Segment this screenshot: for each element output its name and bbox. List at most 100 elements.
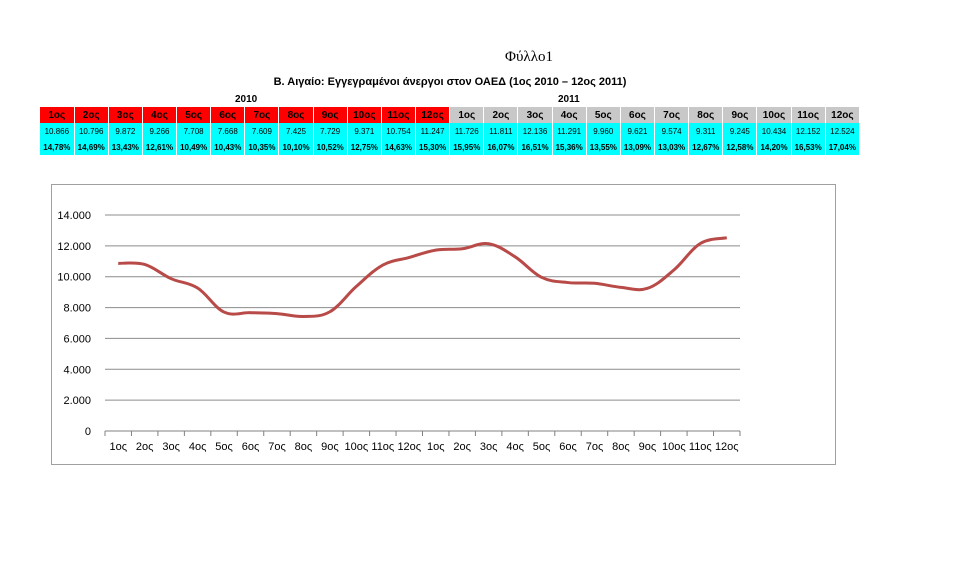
- month-header-cell[interactable]: 3ος: [517, 107, 553, 123]
- chart-area[interactable]: 0 2.000 4.000 6.000 8.000 10.000 12.000 14.000 …: [51, 184, 836, 465]
- x-tick-label: 1ος: [109, 441, 127, 453]
- percentage-cell[interactable]: 12,75%: [347, 139, 382, 155]
- percentage-cell[interactable]: 10,49%: [176, 139, 212, 155]
- value-cell[interactable]: 12.136: [517, 123, 553, 139]
- month-header-cell[interactable]: 1ος: [449, 107, 485, 123]
- month-header-cell[interactable]: 10ος: [347, 107, 382, 123]
- line-chart: 02.0004.0006.0008.00010.00012.00014.000 …: [57, 210, 741, 453]
- value-cell[interactable]: 9.245: [722, 123, 758, 139]
- months-row: 1ος 2ος 3ος 4ος 5ος 6ος 7ος 8ος 9ος 10ος 11ος 12ος 1…: [40, 107, 861, 123]
- sheet-title: Φύλλο1: [505, 49, 553, 65]
- x-tick-label: 12ος: [397, 441, 421, 453]
- x-tick-label: 4ος: [506, 441, 524, 453]
- month-header-cell[interactable]: 9ος: [722, 107, 758, 123]
- data-table: 1ος 2ος 3ος 4ος 5ος 6ος 7ος 8ος 9ος 10ος 11ος 12ος 1…: [40, 107, 861, 155]
- year-2011-label: 2011: [558, 94, 580, 105]
- value-cell[interactable]: 10.796: [74, 123, 109, 139]
- month-header-cell[interactable]: 4ος: [552, 107, 587, 123]
- percentage-cell[interactable]: 10,35%: [244, 139, 280, 155]
- percentage-cell[interactable]: 13,03%: [654, 139, 690, 155]
- x-tick-label: 10ος: [662, 441, 686, 453]
- value-cell[interactable]: 9.266: [142, 123, 178, 139]
- x-tick-label: 5ος: [215, 441, 233, 453]
- month-header-cell[interactable]: 11ος: [381, 107, 417, 123]
- percentage-cell[interactable]: 16,07%: [483, 139, 519, 155]
- value-cell[interactable]: 11.291: [552, 123, 587, 139]
- percentage-cell[interactable]: 17,04%: [825, 139, 861, 155]
- month-header-cell[interactable]: 5ος: [586, 107, 621, 123]
- value-cell[interactable]: 11.247: [415, 123, 451, 139]
- percentage-cell[interactable]: 15,95%: [449, 139, 485, 155]
- percentage-cell[interactable]: 15,30%: [415, 139, 451, 155]
- value-cell[interactable]: 7.609: [244, 123, 280, 139]
- x-tick-label: 5ος: [533, 441, 551, 453]
- y-tick-label: 2.000: [63, 395, 91, 407]
- y-tick-label: 0: [85, 426, 91, 438]
- month-header-cell[interactable]: 5ος: [176, 107, 212, 123]
- percentage-cell[interactable]: 12,61%: [142, 139, 178, 155]
- percentage-cell[interactable]: 13,43%: [108, 139, 143, 155]
- month-header-cell[interactable]: 3ος: [108, 107, 143, 123]
- percentage-cell[interactable]: 14,63%: [381, 139, 417, 155]
- month-header-cell[interactable]: 10ος: [756, 107, 792, 123]
- month-header-cell[interactable]: 7ος: [244, 107, 280, 123]
- month-header-cell[interactable]: 7ος: [654, 107, 690, 123]
- x-tick-label: 3ος: [480, 441, 498, 453]
- percentage-cell[interactable]: 16,51%: [517, 139, 553, 155]
- series-line: [118, 236, 728, 318]
- value-cell[interactable]: 7.708: [176, 123, 212, 139]
- value-cell[interactable]: 10.434: [756, 123, 792, 139]
- value-cell[interactable]: 12.152: [791, 123, 826, 139]
- y-tick-label: 6.000: [63, 333, 91, 345]
- value-cell[interactable]: 9.621: [620, 123, 656, 139]
- value-cell[interactable]: 7.425: [278, 123, 314, 139]
- value-cell[interactable]: 9.371: [347, 123, 382, 139]
- percentage-cell[interactable]: 10,10%: [278, 139, 314, 155]
- value-cell[interactable]: 10.754: [381, 123, 417, 139]
- value-cell[interactable]: 12.524: [825, 123, 861, 139]
- month-header-cell[interactable]: 12ος: [825, 107, 861, 123]
- percentage-cell[interactable]: 13,55%: [586, 139, 621, 155]
- month-header-cell[interactable]: 9ος: [313, 107, 348, 123]
- value-cell[interactable]: 10.866: [40, 123, 75, 139]
- percentage-cell[interactable]: 10,52%: [313, 139, 348, 155]
- y-axis-labels: 0 2.000 4.000 6.000 8.000 10.000 12.000 14.000: [57, 210, 91, 438]
- value-cell[interactable]: 9.574: [654, 123, 690, 139]
- x-tick-label: 3ος: [162, 441, 180, 453]
- month-header-cell[interactable]: 1ος: [40, 107, 75, 123]
- percentage-cell[interactable]: 12,58%: [722, 139, 758, 155]
- x-tick-label: 10ος: [345, 441, 369, 453]
- month-header-cell[interactable]: 6ος: [210, 107, 246, 123]
- month-header-cell[interactable]: 12ος: [415, 107, 451, 123]
- x-tick-label: 1ος: [427, 441, 445, 453]
- percentage-cell[interactable]: 14,78%: [40, 139, 75, 155]
- x-tick-label: 6ος: [559, 441, 577, 453]
- percentage-cell[interactable]: 13,09%: [620, 139, 656, 155]
- percentage-cell[interactable]: 12,67%: [688, 139, 724, 155]
- month-header-cell[interactable]: 2ος: [74, 107, 109, 123]
- percentage-cell[interactable]: 14,69%: [74, 139, 109, 155]
- value-cell[interactable]: 11.811: [483, 123, 519, 139]
- y-tick-label: 12.000: [57, 241, 91, 253]
- value-cell[interactable]: 11.726: [449, 123, 485, 139]
- value-cell[interactable]: 9.311: [688, 123, 724, 139]
- percentage-cell[interactable]: 15,36%: [552, 139, 587, 155]
- percentage-cell[interactable]: 10,43%: [210, 139, 246, 155]
- value-cell[interactable]: 7.668: [210, 123, 246, 139]
- x-tick-label: 2ος: [453, 441, 471, 453]
- month-header-cell[interactable]: 6ος: [620, 107, 656, 123]
- x-tick-label: 8ος: [612, 441, 630, 453]
- percentage-cell[interactable]: 16,53%: [791, 139, 826, 155]
- values-row: 10.866 10.796 9.872 9.266 7.708 7.668 7.609 7.4…: [40, 123, 861, 139]
- year-2010-label: 2010: [235, 94, 258, 105]
- value-cell[interactable]: 7.729: [313, 123, 348, 139]
- month-header-cell[interactable]: 2ος: [483, 107, 519, 123]
- value-cell[interactable]: 9.872: [108, 123, 143, 139]
- percentage-cell[interactable]: 14,20%: [756, 139, 792, 155]
- month-header-cell[interactable]: 8ος: [278, 107, 314, 123]
- month-header-cell[interactable]: 4ος: [142, 107, 178, 123]
- value-cell[interactable]: 9.960: [586, 123, 621, 139]
- month-header-cell[interactable]: 8ος: [688, 107, 724, 123]
- month-header-cell[interactable]: 11ος: [791, 107, 826, 123]
- x-tick-label: 9ος: [321, 441, 339, 453]
